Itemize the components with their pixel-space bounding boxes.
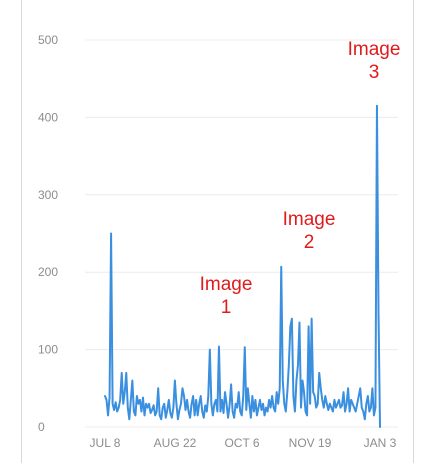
annotation-label-3: 3 bbox=[369, 62, 380, 83]
y-tick-label: 100 bbox=[38, 343, 58, 357]
x-tick-label: OCT 6 bbox=[224, 436, 259, 450]
x-tick-label: JUL 8 bbox=[90, 436, 121, 450]
panel-border-right bbox=[413, 0, 414, 463]
annotation-label-2: Image bbox=[283, 209, 336, 230]
x-tick-label: AUG 22 bbox=[154, 436, 197, 450]
annotation-label-2: 2 bbox=[304, 232, 315, 253]
annotation-label-1: Image bbox=[200, 274, 253, 295]
series-line bbox=[104, 104, 381, 428]
x-tick-label: JAN 3 bbox=[364, 436, 397, 450]
y-tick-label: 500 bbox=[38, 33, 58, 47]
y-tick-label: 0 bbox=[38, 420, 45, 434]
annotation-label-3: Image bbox=[348, 39, 401, 60]
x-tick-label: NOV 19 bbox=[289, 436, 332, 450]
panel-border-left bbox=[21, 0, 22, 463]
y-tick-label: 300 bbox=[38, 188, 58, 202]
y-tick-label: 400 bbox=[38, 110, 58, 124]
annotation-label-1: 1 bbox=[221, 297, 232, 318]
y-tick-label: 200 bbox=[38, 265, 58, 279]
